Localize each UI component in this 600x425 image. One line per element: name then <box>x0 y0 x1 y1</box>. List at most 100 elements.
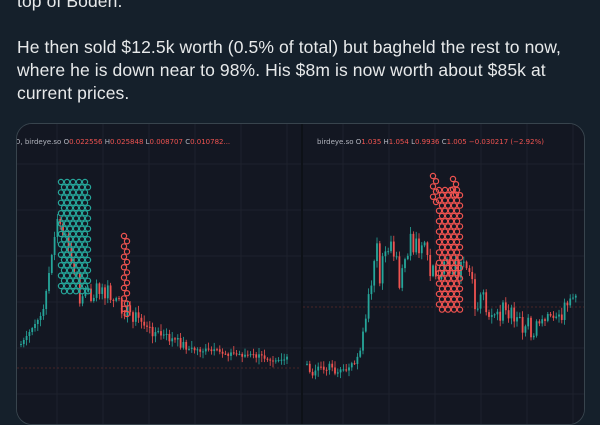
buy-marker-icon <box>78 215 86 222</box>
buy-marker-icon <box>81 241 89 248</box>
left-candle <box>216 349 218 351</box>
right-candle <box>350 363 353 368</box>
left-candle <box>64 234 67 236</box>
left-candle <box>140 317 143 322</box>
sell-marker-icon <box>120 284 128 292</box>
right-candle <box>504 302 507 311</box>
right-candle <box>538 321 541 324</box>
sell-marker-icon <box>123 248 131 255</box>
right-candle <box>546 314 549 321</box>
right-candle <box>376 243 378 262</box>
left-candle <box>252 354 255 356</box>
left-candle <box>53 237 56 255</box>
left-candle <box>204 348 207 352</box>
left-candle <box>98 283 101 294</box>
buy-marker-icon <box>63 220 71 227</box>
tweet-line-3: current prices. <box>17 83 130 103</box>
sell-marker-icon <box>456 243 464 251</box>
buy-marker-icon <box>60 235 68 243</box>
buy-marker-icon <box>57 282 65 290</box>
sell-marker-icon <box>452 181 460 188</box>
left-candle <box>157 331 160 333</box>
right-candle <box>420 245 423 254</box>
right-candle <box>510 307 513 319</box>
left-candle <box>154 332 157 337</box>
left-low-value: 0.008707 <box>149 138 183 146</box>
sell-marker-icon <box>441 197 449 204</box>
sell-marker-icon <box>441 228 449 235</box>
right-high-label: H <box>383 138 389 146</box>
right-candle <box>339 369 342 373</box>
sell-marker-icon <box>441 217 449 225</box>
buy-marker-icon <box>84 256 92 264</box>
right-open-label: O <box>355 138 362 146</box>
left-candle <box>210 349 213 352</box>
sell-marker-icon <box>435 290 443 298</box>
right-high-value: 1.054 <box>388 138 409 146</box>
buy-marker-icon <box>75 189 83 196</box>
right-candle <box>549 314 552 316</box>
right-candle <box>364 318 367 332</box>
buy-marker-icon <box>81 209 89 217</box>
buy-marker-icon <box>78 256 86 264</box>
sell-marker-icon <box>444 243 452 251</box>
right-candle <box>493 314 496 316</box>
right-candle <box>527 317 530 327</box>
left-candle <box>174 338 176 340</box>
left-candle <box>22 340 25 344</box>
sell-marker-icon <box>444 212 452 220</box>
right-change-value: −0.030217 (−2.92%) <box>468 138 544 146</box>
right-candle <box>308 363 311 372</box>
sell-marker-icon <box>456 295 464 303</box>
right-candle <box>476 308 479 310</box>
left-candle <box>230 352 232 356</box>
buy-marker-icon <box>84 277 92 284</box>
left-candle <box>224 353 227 355</box>
sell-marker-icon <box>120 274 128 281</box>
right-candle <box>415 238 418 253</box>
left-candle <box>137 312 140 318</box>
left-candle <box>132 312 134 322</box>
left-candle <box>272 360 274 362</box>
buy-marker-icon <box>63 230 71 238</box>
buy-marker-icon <box>66 225 74 233</box>
buy-marker-icon <box>66 246 74 253</box>
sell-marker-icon <box>449 186 457 193</box>
left-candle <box>277 360 280 362</box>
left-candle <box>106 285 109 299</box>
sell-marker-icon <box>447 301 455 308</box>
sell-marker-icon <box>435 207 443 215</box>
right-candle <box>381 256 384 284</box>
left-candle <box>109 285 112 300</box>
right-candle <box>507 310 510 319</box>
buy-marker-icon <box>78 287 86 295</box>
left-candle <box>112 299 115 301</box>
buy-marker-icon <box>69 199 77 207</box>
sell-marker-icon <box>456 285 464 292</box>
right-candle <box>563 302 566 320</box>
right-close-label: C <box>441 138 447 146</box>
left-candle <box>126 305 129 317</box>
left-candle <box>246 354 249 356</box>
left-candle <box>241 354 244 357</box>
buy-marker-icon <box>72 277 80 284</box>
sell-marker-icon <box>456 202 464 209</box>
sell-marker-icon <box>435 186 443 194</box>
right-candle <box>314 370 317 376</box>
right-candle <box>574 295 577 298</box>
left-candle <box>235 353 238 355</box>
right-candle <box>502 302 504 321</box>
sell-marker-icon <box>453 259 461 266</box>
right-candle <box>426 242 429 255</box>
left-chart-image[interactable]: D, birdeye.so O0.022556 H0.025848 L0.008… <box>17 124 301 424</box>
right-candle <box>572 297 574 299</box>
sell-marker-icon <box>438 254 446 261</box>
sell-marker-icon <box>123 258 131 266</box>
sell-marker-icon <box>444 264 452 272</box>
tweet-media[interactable]: D, birdeye.so O0.022556 H0.025848 L0.008… <box>16 123 585 425</box>
left-candle <box>151 326 154 337</box>
buy-marker-icon <box>60 256 68 264</box>
right-chart-image[interactable]: birdeye.so O1.035 H1.054 L0.9936 C1.005 … <box>303 124 584 424</box>
left-candle <box>134 312 137 322</box>
sell-marker-icon <box>453 217 461 225</box>
